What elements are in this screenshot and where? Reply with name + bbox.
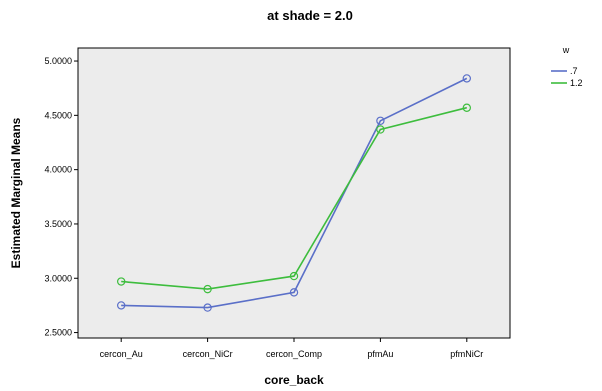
- data-point: [203, 303, 212, 312]
- legend-label: .7: [570, 66, 578, 76]
- series-layer: [116, 74, 471, 312]
- data-point: [289, 288, 299, 297]
- y-tick-label: 3.0000: [44, 273, 72, 283]
- data-point: [462, 74, 471, 83]
- y-tick-label: 2.5000: [44, 328, 72, 338]
- legend-label: 1.2: [570, 78, 583, 88]
- x-tick-label: cercon_Comp: [266, 349, 322, 359]
- y-tick-label: 4.5000: [44, 110, 72, 120]
- data-point: [376, 125, 385, 134]
- x-tick-label: cercon_Au: [100, 349, 143, 359]
- series-line: [121, 77, 468, 309]
- y-tick-label: 4.0000: [44, 165, 72, 175]
- legend: w .7 1.2: [551, 45, 583, 88]
- x-tick-label: pfmAu: [367, 349, 393, 359]
- data-point: [116, 301, 126, 310]
- y-tick-label: 3.5000: [44, 219, 72, 229]
- x-tick-label: cercon_NiCr: [183, 349, 233, 359]
- y-axis-title: Estimated Marginal Means: [9, 117, 23, 268]
- legend-title: w: [562, 45, 570, 55]
- y-tick-label: 5.0000: [44, 56, 72, 66]
- data-point: [376, 116, 385, 125]
- y-axis: 2.5000 3.0000 3.5000 4.0000 4.5000 5.0000: [44, 56, 78, 338]
- data-point: [289, 271, 299, 281]
- x-axis: cercon_Au cercon_NiCr cercon_Comp pfmAu pfmN…: [100, 338, 483, 359]
- x-axis-title: core_back: [264, 373, 324, 387]
- data-point: [116, 277, 126, 286]
- series-line: [121, 106, 467, 290]
- data-point: [462, 103, 471, 112]
- chart-title: at shade = 2.0: [267, 8, 353, 23]
- data-point: [203, 284, 212, 294]
- x-tick-label: pfmNiCr: [450, 349, 483, 359]
- plot-area: [77, 47, 511, 339]
